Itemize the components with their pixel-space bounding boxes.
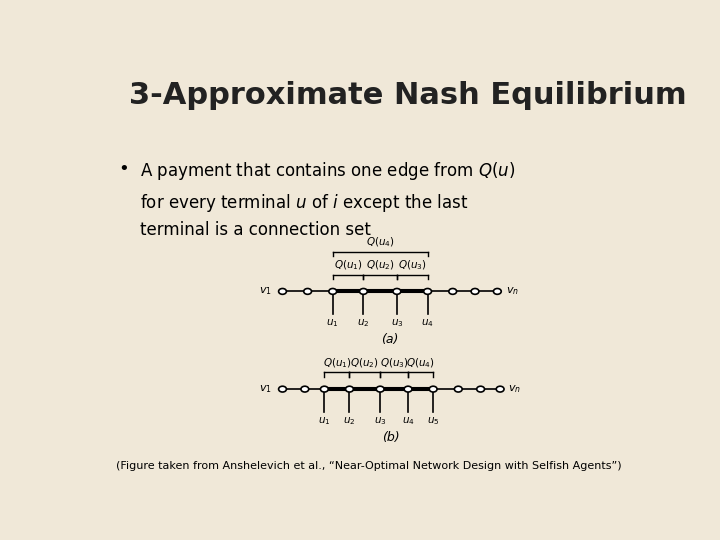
Text: $v_1$: $v_1$ — [258, 383, 271, 395]
Circle shape — [454, 386, 462, 392]
Text: $Q(u_2)$: $Q(u_2)$ — [351, 356, 379, 370]
Circle shape — [423, 288, 431, 294]
Text: $v_n$: $v_n$ — [508, 383, 521, 395]
Text: $Q(u_3)$: $Q(u_3)$ — [398, 259, 427, 272]
Text: $u_1$: $u_1$ — [318, 415, 330, 427]
Text: 3-Approximate Nash Equilibrium: 3-Approximate Nash Equilibrium — [129, 82, 687, 111]
Text: $u_3$: $u_3$ — [390, 317, 403, 329]
Circle shape — [449, 288, 456, 294]
Circle shape — [359, 288, 367, 294]
Circle shape — [393, 288, 401, 294]
Text: A payment that contains one edge from $Q(u)$: A payment that contains one edge from $Q… — [140, 160, 516, 183]
Circle shape — [329, 288, 337, 294]
Circle shape — [346, 386, 354, 392]
Circle shape — [477, 386, 485, 392]
Text: •: • — [118, 160, 129, 178]
Text: $v_1$: $v_1$ — [258, 286, 271, 298]
Circle shape — [493, 288, 501, 294]
Text: $Q(u_4)$: $Q(u_4)$ — [406, 356, 435, 370]
Text: $Q(u_3)$: $Q(u_3)$ — [379, 356, 408, 370]
Circle shape — [429, 386, 437, 392]
Text: $v_n$: $v_n$ — [505, 286, 518, 298]
Circle shape — [279, 386, 287, 392]
Text: (Figure taken from Anshelevich et al., “Near-Optimal Network Design with Selfish: (Figure taken from Anshelevich et al., “… — [116, 462, 622, 471]
Circle shape — [304, 288, 312, 294]
Text: terminal is a connection set: terminal is a connection set — [140, 221, 371, 239]
Text: $u_2$: $u_2$ — [343, 415, 356, 427]
Text: $u_2$: $u_2$ — [357, 317, 369, 329]
Circle shape — [377, 386, 384, 392]
Text: $Q(u_1)$: $Q(u_1)$ — [333, 259, 362, 272]
Text: $u_5$: $u_5$ — [427, 415, 439, 427]
Text: (a): (a) — [381, 333, 399, 346]
Circle shape — [471, 288, 479, 294]
Text: (b): (b) — [382, 431, 400, 444]
Circle shape — [404, 386, 412, 392]
Text: $Q(u_1)$: $Q(u_1)$ — [323, 356, 351, 370]
Circle shape — [320, 386, 328, 392]
Text: $u_4$: $u_4$ — [421, 317, 434, 329]
Text: $Q(u_4)$: $Q(u_4)$ — [366, 236, 395, 249]
Text: $u_3$: $u_3$ — [374, 415, 387, 427]
Text: $Q(u_2)$: $Q(u_2)$ — [366, 259, 395, 272]
Text: for every terminal $u$ of $i$ except the last: for every terminal $u$ of $i$ except the… — [140, 192, 469, 214]
Text: $u_1$: $u_1$ — [326, 317, 339, 329]
Circle shape — [301, 386, 309, 392]
Circle shape — [279, 288, 287, 294]
Text: $u_4$: $u_4$ — [402, 415, 415, 427]
Circle shape — [496, 386, 504, 392]
